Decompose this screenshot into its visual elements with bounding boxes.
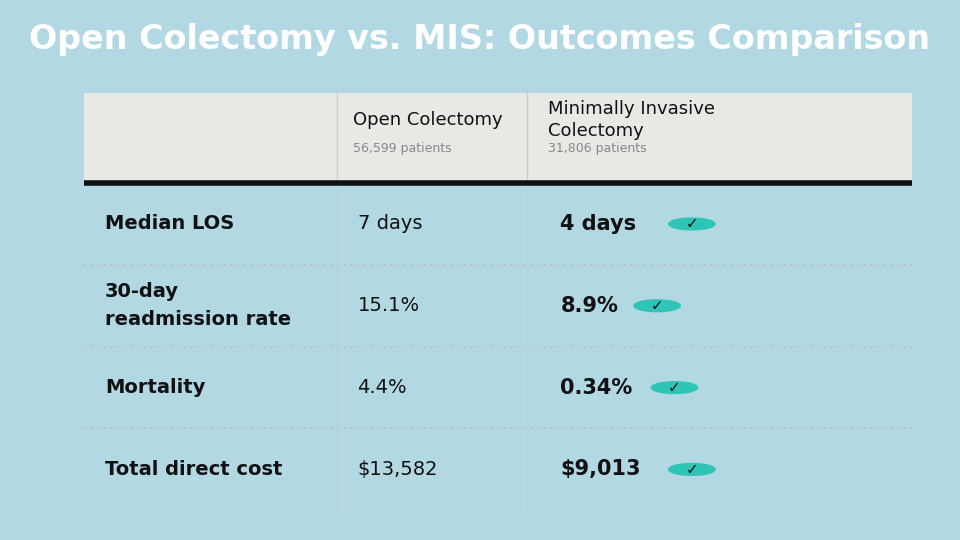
- Text: 4 days: 4 days: [561, 214, 636, 234]
- Text: Median LOS: Median LOS: [106, 214, 234, 233]
- Text: 30-day: 30-day: [106, 282, 180, 301]
- Ellipse shape: [651, 382, 698, 394]
- Text: Open Colectomy vs. MIS: Outcomes Comparison: Open Colectomy vs. MIS: Outcomes Compari…: [30, 23, 930, 57]
- Text: 7 days: 7 days: [357, 214, 422, 233]
- FancyBboxPatch shape: [84, 93, 912, 183]
- Text: 15.1%: 15.1%: [357, 296, 420, 315]
- Text: $9,013: $9,013: [561, 460, 641, 480]
- Text: 56,599 patients: 56,599 patients: [353, 143, 452, 156]
- Text: Total direct cost: Total direct cost: [106, 460, 282, 479]
- Text: ✓: ✓: [651, 298, 663, 313]
- Text: $13,582: $13,582: [357, 460, 438, 479]
- Text: Open Colectomy: Open Colectomy: [353, 111, 503, 129]
- Text: 4.4%: 4.4%: [357, 378, 407, 397]
- Text: Mortality: Mortality: [106, 378, 205, 397]
- Text: 0.34%: 0.34%: [561, 377, 633, 397]
- Ellipse shape: [669, 218, 715, 230]
- Text: Minimally Invasive
Colectomy: Minimally Invasive Colectomy: [548, 100, 715, 140]
- Text: 8.9%: 8.9%: [561, 296, 618, 316]
- Ellipse shape: [634, 300, 681, 312]
- Text: 31,806 patients: 31,806 patients: [548, 143, 646, 156]
- Text: ✓: ✓: [685, 217, 698, 232]
- Text: readmission rate: readmission rate: [106, 310, 291, 329]
- Text: ✓: ✓: [668, 380, 681, 395]
- Ellipse shape: [669, 463, 715, 475]
- Text: ✓: ✓: [685, 462, 698, 477]
